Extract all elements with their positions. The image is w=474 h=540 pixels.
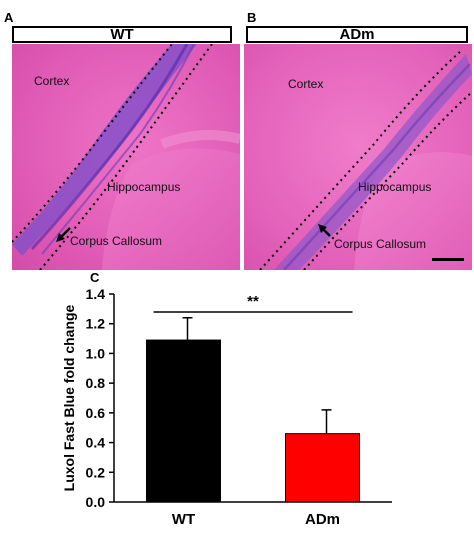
label-cortex: Cortex xyxy=(288,77,324,91)
y-axis-title: Luxol Fast Blue fold change xyxy=(61,304,77,491)
chart-labels: 0.0 0.2 0.4 0.6 0.8 1.0 1.2 1.4 WT ADm ** Luxol Fas… xyxy=(61,286,340,528)
y-tick-label: 1.4 xyxy=(86,286,106,302)
corpus-callosum-boundary-upper xyxy=(259,49,463,270)
panel-label-c: C xyxy=(90,270,100,285)
x-category-label: WT xyxy=(172,511,195,528)
corpus-callosum-band xyxy=(12,44,197,256)
y-tick-label: 0.6 xyxy=(86,405,106,421)
group-header-adm: ADm xyxy=(246,26,468,43)
chart-bars xyxy=(146,317,360,503)
fiber-streak xyxy=(30,44,189,251)
label-corpus-callosum: Corpus Callosum xyxy=(70,234,163,248)
corpus-callosum-boundary-lower xyxy=(39,44,213,270)
micrograph-adm: Cortex Hippocampus Corpus Callosum xyxy=(244,44,472,270)
pointer-arrowhead xyxy=(56,233,65,242)
bar-adm xyxy=(285,433,360,503)
x-category-label: ADm xyxy=(305,511,340,528)
corpus-callosum-boundary-upper xyxy=(12,44,173,243)
label-hippocampus: Hippocampus xyxy=(107,180,181,194)
panel-label-a: A xyxy=(4,10,14,25)
hippocampus-region xyxy=(354,152,472,270)
significance-marker: ** xyxy=(247,293,259,310)
label-hippocampus: Hippocampus xyxy=(358,180,432,194)
fiber-streak xyxy=(41,44,195,255)
label-cortex: Cortex xyxy=(34,74,70,88)
panel-label-b: B xyxy=(247,10,257,25)
scale-bar xyxy=(432,258,464,261)
label-corpus-callosum: Corpus Callosum xyxy=(334,237,427,251)
y-tick-label: 0.0 xyxy=(86,494,106,510)
y-tick-label: 0.2 xyxy=(86,464,106,480)
corpus-callosum-boundary-lower xyxy=(303,91,472,270)
fiber-streak xyxy=(283,63,471,270)
hippocampus-band xyxy=(160,130,240,149)
micrograph-wt: Cortex Hippocampus Corpus Callosum xyxy=(12,44,240,270)
y-tick-label: 0.4 xyxy=(86,435,106,451)
hippocampus-region xyxy=(102,148,240,270)
bar-wt xyxy=(146,339,221,503)
group-header-wt: WT xyxy=(12,26,232,43)
pointer-arrowhead xyxy=(318,224,327,233)
micrograph-wt-image xyxy=(12,44,240,270)
micrograph-adm-image xyxy=(244,44,472,270)
corpus-callosum-band xyxy=(274,54,472,270)
y-tick-label: 0.8 xyxy=(86,375,106,391)
bar-chart: 0.0 0.2 0.4 0.6 0.8 1.0 1.2 1.4 WT ADm ** Luxol Fas… xyxy=(61,286,392,528)
y-tick-label: 1.0 xyxy=(86,345,106,361)
y-tick-label: 1.2 xyxy=(86,316,106,332)
